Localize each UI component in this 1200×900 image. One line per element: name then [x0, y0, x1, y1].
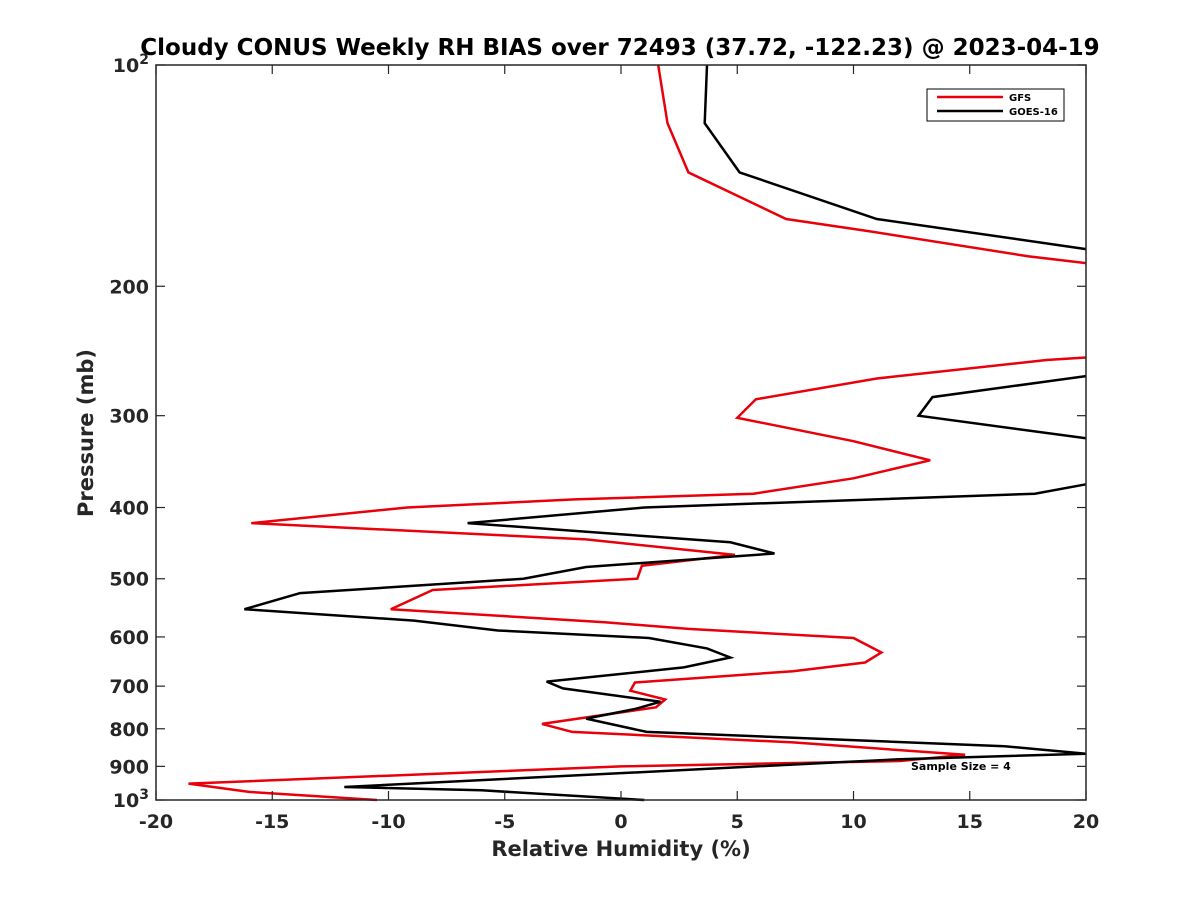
y-axis-label: Pressure (mb)	[74, 349, 98, 517]
x-tick-label: 5	[731, 811, 744, 833]
x-tick-label: 20	[1073, 811, 1099, 833]
series-line-goes16-segment-3	[244, 483, 1087, 802]
ticks-layer: -20 -15 -10 -5 0 5 10 15 20102200300400500600700…	[109, 52, 1099, 833]
y-tick-label: 103	[113, 787, 149, 812]
x-tick-label: 15	[957, 811, 983, 833]
legend-box	[926, 88, 1065, 122]
series-line-goes16-segment-2	[916, 374, 1087, 440]
y-tick-label-base: 10	[113, 790, 139, 812]
sample-size-annotation: Sample Size = 4	[911, 760, 1011, 773]
series-line-gfs-segment-1	[656, 64, 1087, 265]
y-tick-label: 400	[109, 498, 149, 520]
y-tick-label-exponent: 2	[139, 52, 149, 68]
y-tick-label: 900	[109, 756, 149, 778]
y-tick-label-exponent: 3	[139, 787, 149, 803]
x-tick-label: -15	[255, 811, 289, 833]
y-tick-label: 700	[109, 676, 149, 698]
y-tick-label: 500	[109, 569, 149, 591]
x-axis-label: Relative Humidity (%)	[491, 837, 750, 861]
x-tick-label: 10	[840, 811, 866, 833]
x-tick-label: -5	[494, 811, 515, 833]
series-layer	[188, 64, 1087, 802]
y-tick-label: 200	[109, 276, 149, 298]
x-tick-label: 0	[614, 811, 627, 833]
plot-frame	[155, 64, 1087, 801]
x-tick-label: -10	[371, 811, 405, 833]
y-tick-label: 600	[109, 627, 149, 649]
x-tick-label: -20	[139, 811, 173, 833]
series-line-goes16-segment-1	[703, 64, 1087, 251]
y-tick-label: 800	[109, 719, 149, 741]
legend-label-goes16: GOES-16	[1009, 107, 1058, 118]
series-line-gfs-segment-2	[188, 356, 1087, 802]
chart-title: Cloudy CONUS Weekly RH BIAS over 72493 (…	[140, 35, 1099, 61]
legend: GFS GOES-16	[926, 88, 1065, 122]
y-tick-label: 300	[109, 406, 149, 428]
y-tick-label: 102	[113, 52, 149, 77]
legend-label-gfs: GFS	[1009, 93, 1031, 104]
y-tick-label-base: 10	[113, 55, 139, 77]
